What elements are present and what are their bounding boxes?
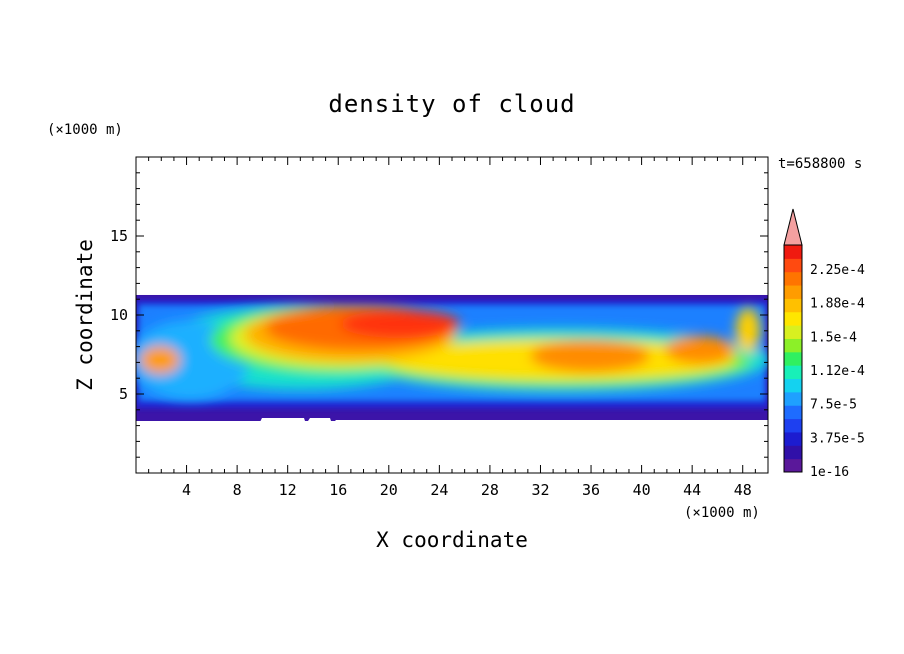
x-tick-label: 20 [380,481,398,499]
y-unit-label: (×1000 m) [47,122,123,138]
x-tick-label: 36 [582,481,600,499]
colorbar-swatch [784,418,802,433]
colorbar-swatch [784,405,802,420]
y-axis: 5 10 15 [110,172,768,458]
x-tick-label: 8 [233,481,242,499]
colorbar-swatch [784,325,802,339]
colorbar-border [783,244,803,473]
colorbar-label: 1e-16 [810,465,849,480]
x-axis-title: X coordinate [376,528,528,552]
x-axis: 4 8 12 16 20 24 28 32 36 40 44 48 [148,157,756,499]
x-tick-label: 44 [683,481,701,499]
colorbar-swatch [784,311,802,326]
colorbar-swatch [784,285,802,299]
x-unit-label: (×1000 m) [684,505,760,521]
y-axis-title: Z coordinate [73,239,97,391]
x-tick-label: 16 [329,481,347,499]
colorbar-swatch [784,458,802,473]
x-tick-label: 40 [633,481,651,499]
x-tick-label: 32 [531,481,549,499]
x-tick-label: 48 [734,481,752,499]
chart-title: density of cloud [328,90,575,118]
colorbar-label: 1.88e-4 [810,297,865,312]
colorbar-label: 7.5e-5 [810,398,857,413]
colorbar-swatch [784,271,802,286]
x-tick-label: 24 [430,481,448,499]
colorbar: 2.25e-4 1.88e-4 1.5e-4 1.12e-4 7.5e-5 3.75e-5… [783,208,865,480]
x-tick-label: 12 [279,481,297,499]
colorbar-label: 1.12e-4 [810,364,865,379]
colorbar-extend-arrow [783,208,803,246]
colorbar-swatch [784,298,802,313]
colorbar-swatch [784,365,802,380]
y-tick-label: 15 [110,227,128,245]
colorbar-swatch [784,445,802,460]
cloud-density-field [136,295,768,473]
time-label: t=658800 s [778,156,862,172]
colorbar-swatch [784,378,802,393]
x-tick-label: 28 [481,481,499,499]
colorbar-swatch [784,351,802,366]
y-tick-label: 10 [110,306,128,324]
colorbar-swatch [784,245,802,259]
y-tick-label: 5 [119,385,128,403]
colorbar-label: 1.5e-4 [810,330,857,345]
colorbar-label: 3.75e-5 [810,431,865,446]
colorbar-swatch [784,391,802,406]
colorbar-swatch [784,338,802,353]
colorbar-label: 2.25e-4 [810,263,865,278]
x-tick-label: 4 [182,481,191,499]
colorbar-swatch [784,431,802,446]
colorbar-swatch [784,258,802,273]
